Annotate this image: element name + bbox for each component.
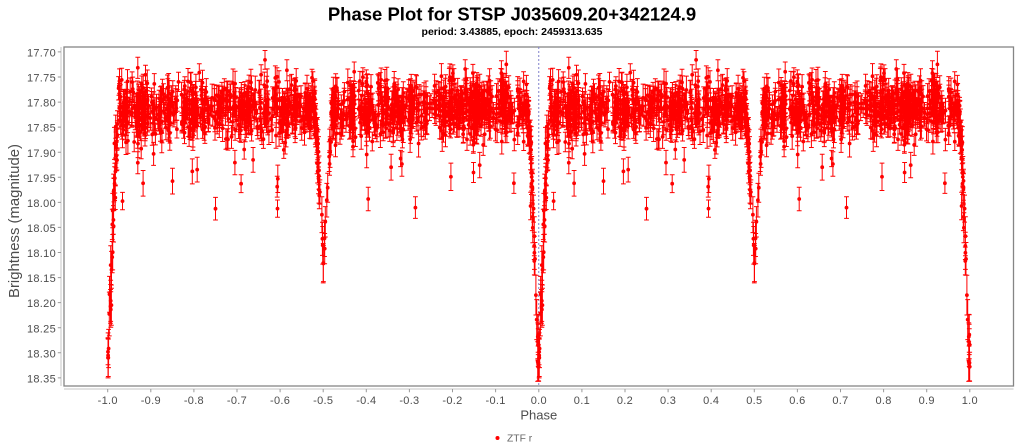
svg-text:-0.9: -0.9 <box>141 395 161 407</box>
svg-text:18.00: 18.00 <box>27 198 56 210</box>
svg-text:-0.8: -0.8 <box>184 395 204 407</box>
svg-text:0.9: 0.9 <box>919 395 935 407</box>
svg-text:0.1: 0.1 <box>574 395 590 407</box>
svg-text:18.30: 18.30 <box>27 348 56 360</box>
svg-text:17.75: 17.75 <box>27 73 56 85</box>
svg-text:0.8: 0.8 <box>875 395 891 407</box>
svg-text:18.20: 18.20 <box>27 298 56 310</box>
svg-text:-0.4: -0.4 <box>356 395 376 407</box>
svg-text:18.05: 18.05 <box>27 223 56 235</box>
svg-text:0.5: 0.5 <box>746 395 762 407</box>
svg-text:17.95: 17.95 <box>27 173 56 185</box>
svg-text:0.4: 0.4 <box>703 395 719 407</box>
svg-text:18.35: 18.35 <box>27 374 56 386</box>
svg-text:-0.6: -0.6 <box>270 395 290 407</box>
svg-text:-0.2: -0.2 <box>442 395 462 407</box>
svg-text:17.85: 17.85 <box>27 123 56 135</box>
svg-text:Phase: Phase <box>520 407 557 422</box>
svg-text:-0.1: -0.1 <box>486 395 506 407</box>
svg-text:0.7: 0.7 <box>832 395 848 407</box>
svg-text:Brightness (magnitude): Brightness (magnitude) <box>7 144 23 298</box>
svg-text:-0.3: -0.3 <box>399 395 419 407</box>
svg-text:-0.5: -0.5 <box>313 395 333 407</box>
svg-text:17.80: 17.80 <box>27 98 56 110</box>
svg-text:-1.0: -1.0 <box>98 395 118 407</box>
svg-text:ZTF r: ZTF r <box>507 434 533 445</box>
svg-text:0.2: 0.2 <box>617 395 633 407</box>
svg-text:0.0: 0.0 <box>531 395 547 407</box>
svg-text:1.0: 1.0 <box>962 395 978 407</box>
svg-text:Phase Plot for STSP J035609.20: Phase Plot for STSP J035609.20+342124.9 <box>328 3 696 24</box>
svg-text:18.10: 18.10 <box>27 248 56 260</box>
svg-text:17.70: 17.70 <box>27 48 56 60</box>
svg-text:0.6: 0.6 <box>789 395 805 407</box>
svg-text:0.3: 0.3 <box>660 395 676 407</box>
svg-text:17.90: 17.90 <box>27 148 56 160</box>
svg-text:18.15: 18.15 <box>27 273 56 285</box>
svg-text:-0.7: -0.7 <box>227 395 247 407</box>
svg-text:period: 3.43885, epoch: 245931: period: 3.43885, epoch: 2459313.635 <box>422 26 603 38</box>
svg-text:18.25: 18.25 <box>27 323 56 335</box>
